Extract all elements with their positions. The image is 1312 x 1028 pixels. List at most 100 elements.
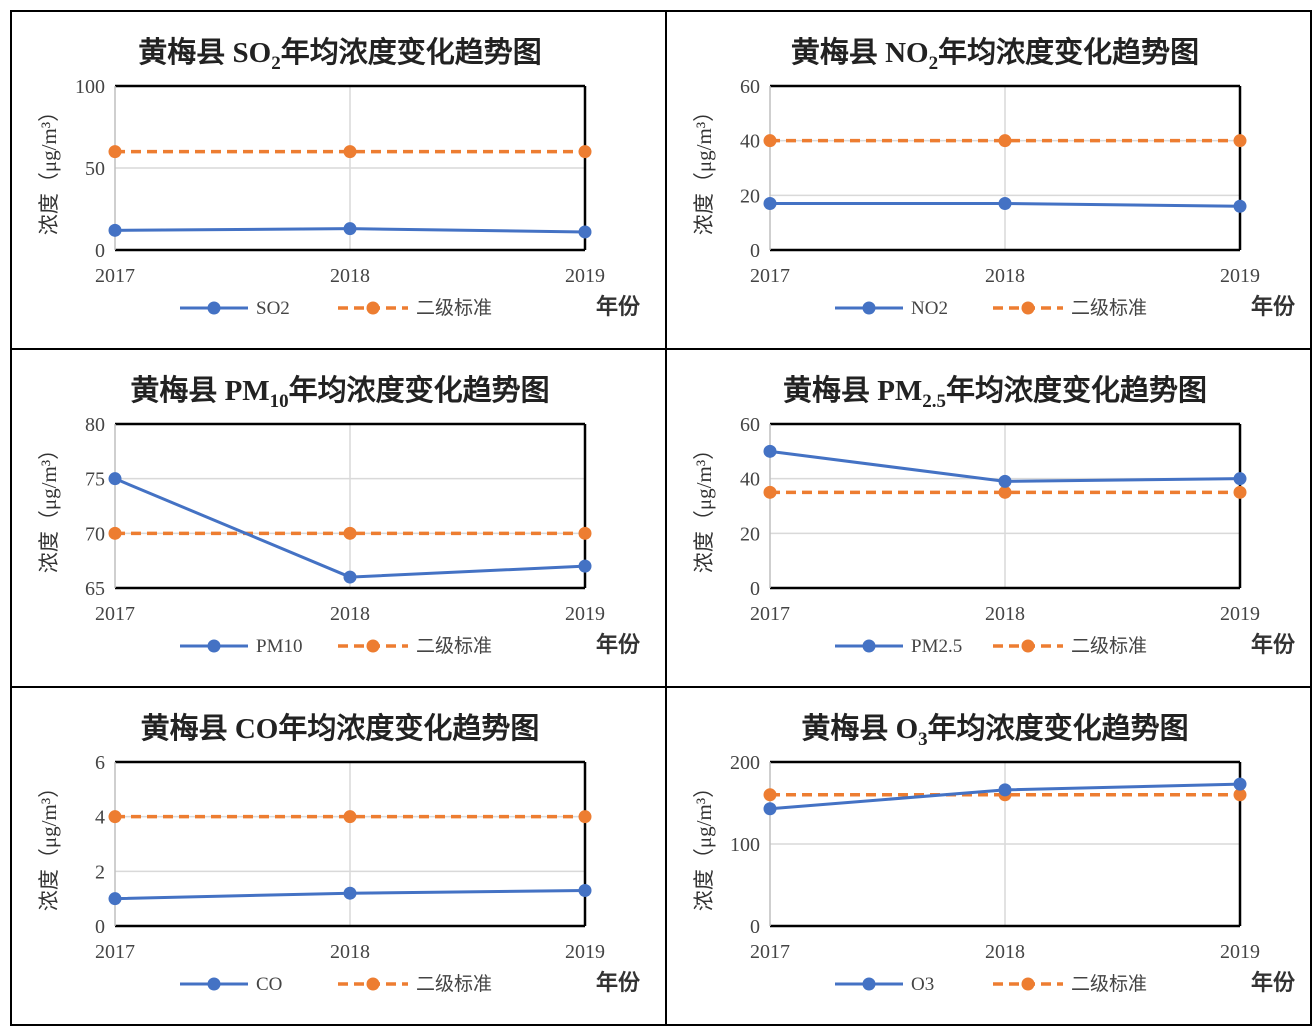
- legend-measured-marker: [862, 977, 876, 991]
- chart-cell-co: 黄梅县 CO年均浓度变化趋势图 0 2 4 6 2017 2018 2019 浓度（μg/m³）…: [10, 686, 667, 1026]
- measured-series-point: [343, 570, 357, 584]
- legend-standard-marker: [1021, 639, 1035, 653]
- x-tick-label: 2019: [1220, 603, 1260, 625]
- chart-o3: 黄梅县 O3年均浓度变化趋势图 0 100 200 2017 2018 2019 浓度（μg/…: [692, 711, 1296, 995]
- legend-measured-marker: [862, 639, 876, 653]
- x-tick-label: 2019: [565, 941, 605, 963]
- chart-pm10: 黄梅县 PM10年均浓度变化趋势图 65 70 75 80 2017 2018 2019 浓度（…: [37, 373, 641, 657]
- standard-series-point: [108, 145, 122, 159]
- measured-series-point: [998, 474, 1012, 488]
- legend-measured-marker: [862, 301, 876, 315]
- y-axis-label: 浓度（μg/m³）: [692, 101, 716, 235]
- x-tick-label: 2018: [985, 603, 1025, 625]
- chart-so2: 黄梅县 SO2年均浓度变化趋势图 0 50 100 2017 2018 2019 浓度（μg/…: [37, 35, 641, 319]
- chart-cell-so2: 黄梅县 SO2年均浓度变化趋势图 0 50 100 2017 2018 2019 浓度（μg/…: [10, 10, 667, 350]
- chart-title: 黄梅县 NO2年均浓度变化趋势图: [791, 35, 1199, 74]
- standard-series-point: [578, 526, 592, 540]
- chart-cell-no2: 黄梅县 NO2年均浓度变化趋势图 0 20 40 60 2017 2018 2019 浓度（μg…: [665, 10, 1312, 350]
- standard-series-point: [998, 485, 1012, 499]
- legend-measured-label: NO2: [911, 298, 948, 319]
- legend-standard-label: 二级标准: [1071, 973, 1147, 995]
- legend-standard-marker: [1021, 301, 1035, 315]
- x-tick-label: 2019: [1220, 265, 1260, 287]
- x-tick-label: 2017: [750, 603, 790, 625]
- y-tick-label: 0: [750, 916, 760, 938]
- x-tick-label: 2019: [565, 265, 605, 287]
- x-tick-label: 2017: [750, 941, 790, 963]
- y-tick-label: 20: [740, 523, 760, 545]
- legend-measured-label: PM2.5: [911, 636, 962, 657]
- y-axis-label: 浓度（μg/m³）: [692, 439, 716, 573]
- legend-standard-label: 二级标准: [416, 635, 492, 657]
- y-tick-label: 40: [740, 469, 760, 491]
- standard-series-point: [343, 145, 357, 159]
- x-tick-label: 2017: [95, 265, 135, 287]
- legend-measured-label: CO: [256, 974, 282, 995]
- y-tick-label: 0: [95, 916, 105, 938]
- y-tick-label: 60: [740, 76, 760, 98]
- x-axis-unit-label: 年份: [1251, 632, 1296, 657]
- measured-series-point: [108, 892, 122, 906]
- y-tick-label: 0: [750, 240, 760, 262]
- chart-title: 黄梅县 SO2年均浓度变化趋势图: [138, 35, 541, 74]
- measured-series-point: [1233, 472, 1247, 486]
- x-tick-label: 2018: [985, 265, 1025, 287]
- x-tick-label: 2018: [330, 603, 370, 625]
- y-tick-label: 75: [85, 469, 105, 491]
- chart-title: 黄梅县 O3年均浓度变化趋势图: [801, 711, 1188, 750]
- measured-series-point: [1233, 199, 1247, 213]
- y-tick-label: 40: [740, 131, 760, 153]
- y-tick-label: 80: [85, 414, 105, 436]
- y-axis-label: 浓度（μg/m³）: [37, 439, 61, 573]
- measured-series-point: [108, 223, 122, 237]
- legend-standard-label: 二级标准: [416, 973, 492, 995]
- measured-series-point: [763, 197, 777, 211]
- measured-series-point: [578, 559, 592, 573]
- measured-series-point: [108, 472, 122, 486]
- standard-series-point: [343, 526, 357, 540]
- x-tick-label: 2018: [330, 941, 370, 963]
- x-tick-label: 2017: [750, 265, 790, 287]
- legend-standard-marker: [366, 977, 380, 991]
- standard-series-point: [1233, 788, 1247, 802]
- chart-pm25: 黄梅县 PM2.5年均浓度变化趋势图 0 20 40 60 2017 2018 2019 浓度（…: [692, 373, 1296, 657]
- y-axis-label: 浓度（μg/m³）: [692, 777, 716, 911]
- chart-grid: 黄梅县 SO2年均浓度变化趋势图 0 50 100 2017 2018 2019 浓度（μg/…: [10, 10, 1312, 1026]
- measured-series-point: [343, 222, 357, 236]
- chart-no2: 黄梅县 NO2年均浓度变化趋势图 0 20 40 60 2017 2018 2019 浓度（μg…: [692, 35, 1296, 319]
- standard-series-point: [998, 134, 1012, 148]
- y-tick-label: 2: [95, 861, 105, 883]
- measured-series-point: [998, 197, 1012, 211]
- standard-series-point: [763, 485, 777, 499]
- y-tick-label: 6: [95, 752, 105, 774]
- legend-standard-marker: [366, 301, 380, 315]
- legend-standard-label: 二级标准: [1071, 635, 1147, 657]
- standard-series-point: [763, 134, 777, 148]
- measured-series-point: [1233, 777, 1247, 791]
- y-tick-label: 50: [85, 158, 105, 180]
- y-tick-label: 65: [85, 578, 105, 600]
- y-axis-label: 浓度（μg/m³）: [37, 101, 61, 235]
- measured-series-point: [343, 886, 357, 900]
- y-tick-label: 200: [730, 752, 760, 774]
- legend-measured-marker: [207, 639, 221, 653]
- chart-cell-pm25: 黄梅县 PM2.5年均浓度变化趋势图 0 20 40 60 2017 2018 2019 浓度（…: [665, 348, 1312, 688]
- chart-title: 黄梅县 CO年均浓度变化趋势图: [141, 711, 540, 745]
- x-axis-unit-label: 年份: [596, 632, 641, 657]
- legend-measured-marker: [207, 977, 221, 991]
- legend-standard-label: 二级标准: [416, 297, 492, 319]
- x-tick-label: 2019: [1220, 941, 1260, 963]
- x-axis-unit-label: 年份: [596, 294, 641, 319]
- legend-measured-label: PM10: [256, 636, 302, 657]
- chart-title: 黄梅县 PM2.5年均浓度变化趋势图: [783, 373, 1207, 412]
- y-tick-label: 60: [740, 414, 760, 436]
- standard-series-point: [1233, 134, 1247, 148]
- legend-standard-marker: [1021, 977, 1035, 991]
- chart-title: 黄梅县 PM10年均浓度变化趋势图: [130, 373, 549, 412]
- y-tick-label: 4: [95, 807, 105, 829]
- chart-cell-o3: 黄梅县 O3年均浓度变化趋势图 0 100 200 2017 2018 2019 浓度（μg/…: [665, 686, 1312, 1026]
- y-tick-label: 100: [730, 834, 760, 856]
- measured-series-point: [578, 225, 592, 239]
- x-tick-label: 2018: [330, 265, 370, 287]
- y-tick-label: 0: [750, 578, 760, 600]
